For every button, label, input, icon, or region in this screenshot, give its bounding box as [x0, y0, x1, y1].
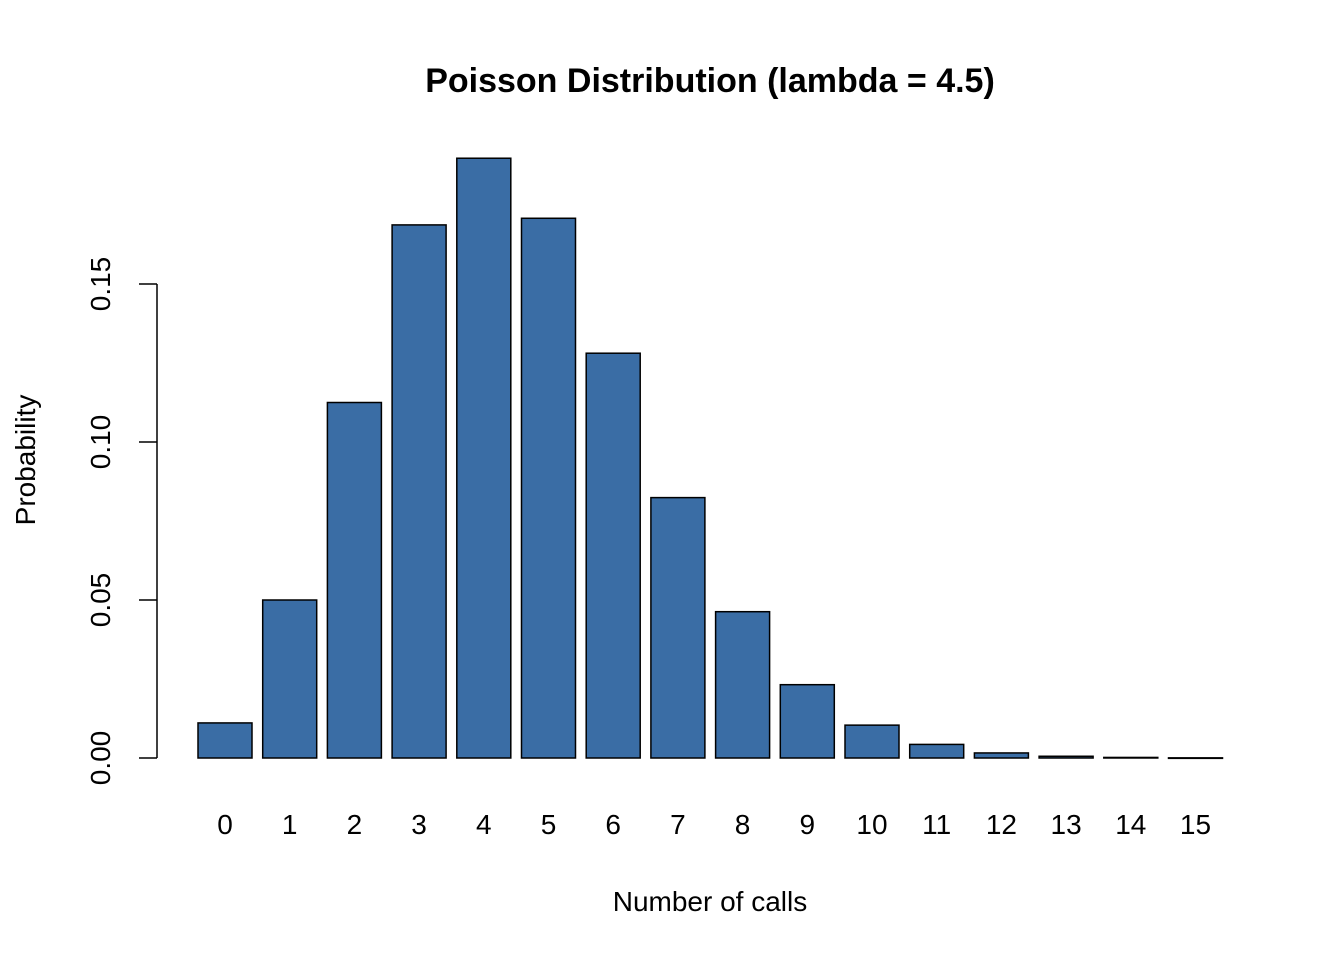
y-tick-label: 0.10 [85, 415, 116, 470]
bars [197, 157, 1224, 760]
bar-8 [714, 610, 771, 759]
x-tick-label: 10 [856, 809, 887, 840]
y-axis: 0.00 0.05 0.10 0.15 [85, 257, 158, 786]
bar-11 [908, 743, 965, 759]
bar-6 [585, 352, 641, 759]
y-tick-label: 0.00 [85, 731, 116, 786]
x-tick-label: 12 [986, 809, 1017, 840]
x-tick-label: 9 [800, 809, 816, 840]
x-tick-label: 13 [1051, 809, 1082, 840]
bar-15 [1167, 757, 1224, 760]
y-tick-label: 0.05 [85, 573, 116, 628]
bar-14 [1103, 756, 1159, 759]
x-tick-label: 8 [735, 809, 751, 840]
x-tick-label: 14 [1115, 809, 1146, 840]
x-axis-label: Number of calls [613, 886, 808, 917]
x-tick-label: 15 [1180, 809, 1211, 840]
bar-4 [456, 157, 512, 759]
bar-3 [391, 224, 447, 759]
bar-10 [844, 724, 900, 759]
bar-7 [650, 496, 706, 759]
y-tick-label: 0.15 [85, 257, 116, 312]
y-axis-label: Probability [10, 395, 41, 526]
x-tick-labels: 0 1 2 3 4 5 6 7 8 9 10 11 12 13 14 15 [217, 809, 1211, 840]
bar-1 [261, 599, 318, 759]
bar-12 [973, 752, 1030, 759]
x-tick-label: 4 [476, 809, 492, 840]
chart-title: Poisson Distribution (lambda = 4.5) [425, 62, 995, 100]
bar-0 [197, 722, 253, 759]
bar-2 [326, 401, 383, 759]
bar-9 [779, 683, 836, 759]
x-tick-label: 6 [605, 809, 621, 840]
x-tick-label: 11 [922, 809, 951, 840]
x-tick-label: 1 [282, 809, 298, 840]
x-tick-label: 5 [541, 809, 557, 840]
x-tick-label: 7 [670, 809, 686, 840]
bar-13 [1038, 755, 1094, 759]
x-tick-label: 0 [217, 809, 233, 840]
x-tick-label: 3 [411, 809, 427, 840]
x-tick-label: 2 [347, 809, 363, 840]
bar-5 [520, 217, 577, 759]
